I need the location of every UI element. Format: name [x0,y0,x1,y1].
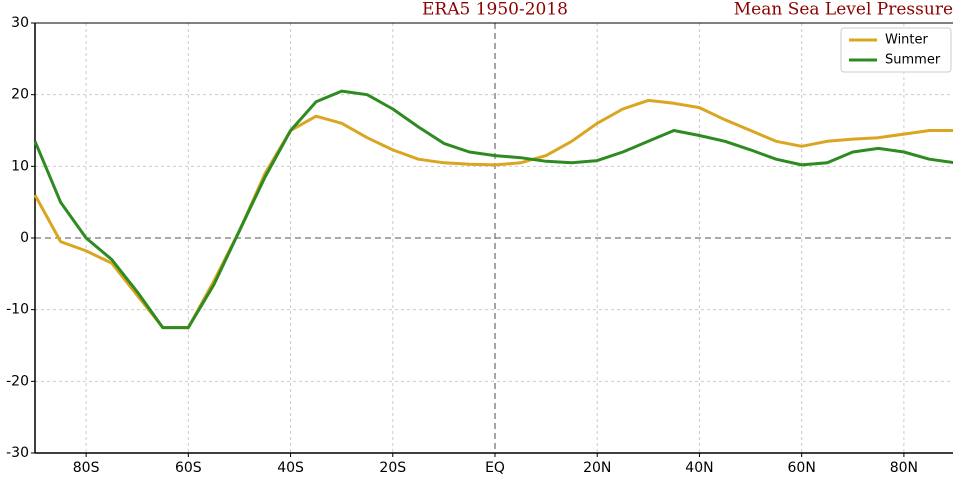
x-tick-label: 60N [788,460,816,476]
legend-label: Winter [885,33,929,48]
y-tick-label: 30 [11,15,29,31]
y-tick-label: 10 [11,158,29,174]
x-tick-label: 40S [277,460,304,476]
chart-title: ERA5 1950-2018 [422,0,568,20]
x-tick-label: 20N [583,460,611,476]
x-tick-label: 20S [379,460,406,476]
y-tick-label: -10 [6,302,29,318]
y-tick-label: -20 [6,373,29,389]
y-tick-label: 20 [11,87,29,103]
x-tick-label: EQ [485,460,505,476]
x-tick-label: 80S [73,460,100,476]
y-tick-label: 0 [20,230,29,246]
grid [35,22,953,454]
line [33,98,953,330]
y-tick-label: -30 [6,445,29,461]
legend-label: Summer [885,53,941,68]
x-tick-label: 40N [685,460,713,476]
chart-subtitle: Mean Sea Level Pressure [734,0,953,20]
x-tick-label: 80N [890,460,918,476]
line [33,89,953,330]
x-tick-label: 60S [175,460,202,476]
